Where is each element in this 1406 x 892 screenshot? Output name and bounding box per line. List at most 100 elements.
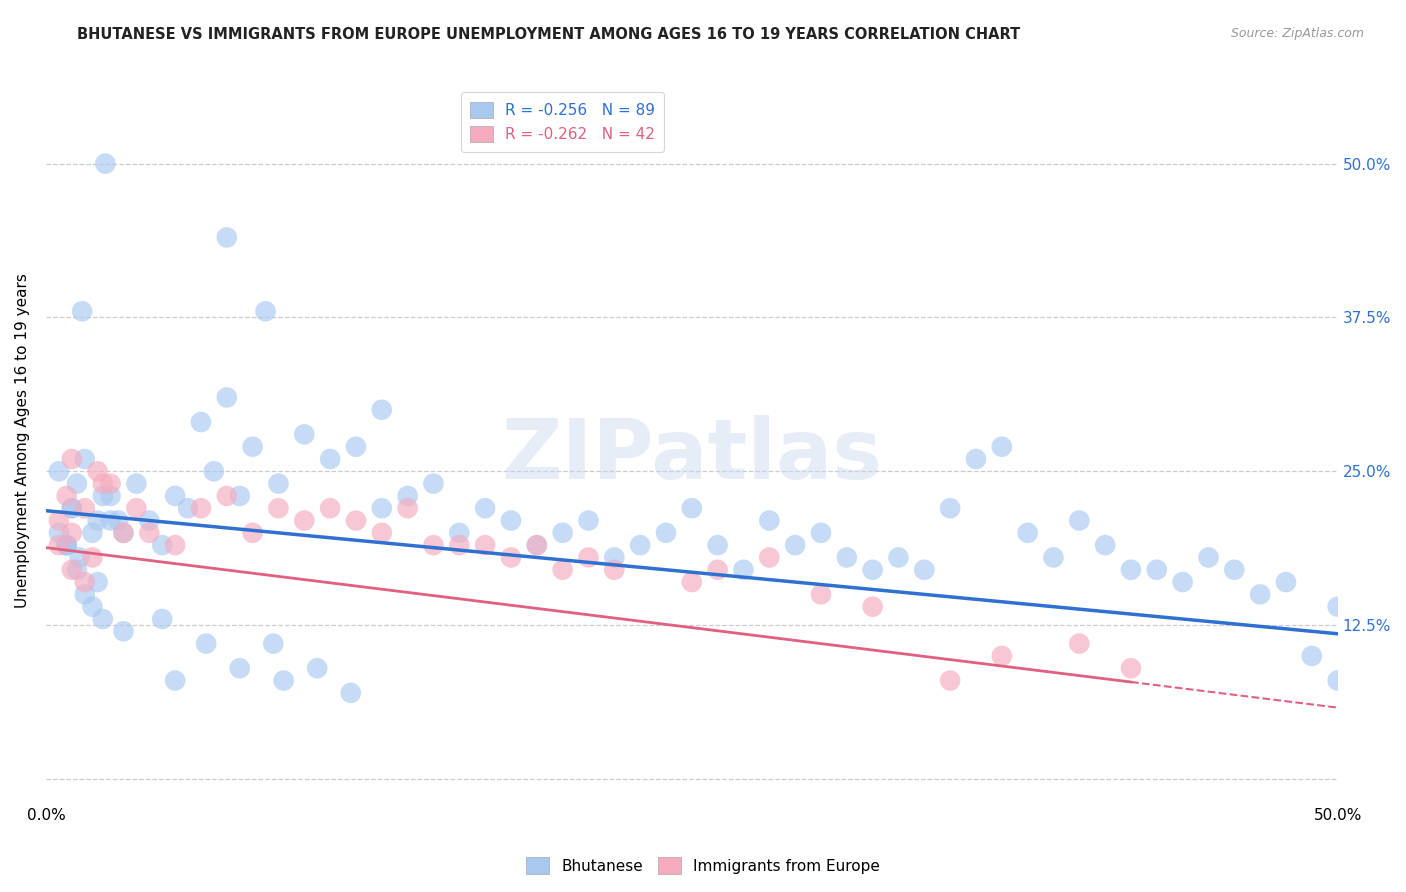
Text: Source: ZipAtlas.com: Source: ZipAtlas.com xyxy=(1230,27,1364,40)
Point xyxy=(758,550,780,565)
Point xyxy=(810,587,832,601)
Point xyxy=(82,550,104,565)
Point xyxy=(107,514,129,528)
Y-axis label: Unemployment Among Ages 16 to 19 years: Unemployment Among Ages 16 to 19 years xyxy=(15,273,30,608)
Point xyxy=(965,452,987,467)
Point xyxy=(1171,575,1194,590)
Point xyxy=(69,550,91,565)
Point xyxy=(82,525,104,540)
Point xyxy=(48,525,70,540)
Point xyxy=(1069,514,1091,528)
Point xyxy=(190,415,212,429)
Point xyxy=(422,538,444,552)
Point xyxy=(82,599,104,614)
Point xyxy=(344,440,367,454)
Point xyxy=(262,637,284,651)
Point xyxy=(138,514,160,528)
Point xyxy=(371,525,394,540)
Point xyxy=(100,514,122,528)
Point xyxy=(551,563,574,577)
Point xyxy=(267,476,290,491)
Point xyxy=(1119,661,1142,675)
Point xyxy=(862,563,884,577)
Point xyxy=(371,402,394,417)
Point xyxy=(242,525,264,540)
Point xyxy=(73,501,96,516)
Point xyxy=(66,476,89,491)
Point xyxy=(1198,550,1220,565)
Point xyxy=(733,563,755,577)
Point xyxy=(1017,525,1039,540)
Point xyxy=(60,563,83,577)
Point xyxy=(681,501,703,516)
Point xyxy=(1249,587,1271,601)
Point xyxy=(112,525,135,540)
Point xyxy=(60,452,83,467)
Point xyxy=(48,464,70,478)
Point xyxy=(60,525,83,540)
Point xyxy=(215,230,238,244)
Point xyxy=(228,489,250,503)
Point xyxy=(578,514,600,528)
Point xyxy=(86,514,108,528)
Point xyxy=(449,525,471,540)
Point xyxy=(1301,648,1323,663)
Point xyxy=(758,514,780,528)
Point xyxy=(371,501,394,516)
Point xyxy=(1042,550,1064,565)
Point xyxy=(292,427,315,442)
Point xyxy=(526,538,548,552)
Point xyxy=(319,452,342,467)
Point xyxy=(1119,563,1142,577)
Point xyxy=(422,476,444,491)
Point xyxy=(273,673,295,688)
Point xyxy=(125,501,148,516)
Point xyxy=(835,550,858,565)
Point xyxy=(215,489,238,503)
Point xyxy=(242,440,264,454)
Point xyxy=(655,525,678,540)
Point xyxy=(73,575,96,590)
Point xyxy=(55,538,77,552)
Point xyxy=(396,489,419,503)
Point xyxy=(138,525,160,540)
Point xyxy=(449,538,471,552)
Point xyxy=(1326,673,1348,688)
Point xyxy=(474,538,496,552)
Point xyxy=(66,563,89,577)
Point xyxy=(165,489,187,503)
Point xyxy=(202,464,225,478)
Point xyxy=(73,587,96,601)
Point xyxy=(125,476,148,491)
Point xyxy=(55,489,77,503)
Point xyxy=(91,476,114,491)
Point xyxy=(100,489,122,503)
Point xyxy=(1069,637,1091,651)
Point xyxy=(681,575,703,590)
Point xyxy=(165,538,187,552)
Point xyxy=(603,550,626,565)
Point xyxy=(706,563,728,577)
Point xyxy=(319,501,342,516)
Point xyxy=(785,538,807,552)
Point xyxy=(706,538,728,552)
Legend: Bhutanese, Immigrants from Europe: Bhutanese, Immigrants from Europe xyxy=(520,851,886,880)
Point xyxy=(195,637,218,651)
Point xyxy=(887,550,910,565)
Point xyxy=(551,525,574,540)
Point xyxy=(70,304,93,318)
Point xyxy=(254,304,277,318)
Point xyxy=(73,452,96,467)
Point xyxy=(55,538,77,552)
Point xyxy=(112,624,135,639)
Point xyxy=(48,514,70,528)
Point xyxy=(48,538,70,552)
Point xyxy=(177,501,200,516)
Point xyxy=(499,550,522,565)
Text: ZIPatlas: ZIPatlas xyxy=(502,415,883,496)
Point xyxy=(91,489,114,503)
Point xyxy=(991,440,1014,454)
Point xyxy=(94,156,117,170)
Point xyxy=(55,538,77,552)
Point xyxy=(292,514,315,528)
